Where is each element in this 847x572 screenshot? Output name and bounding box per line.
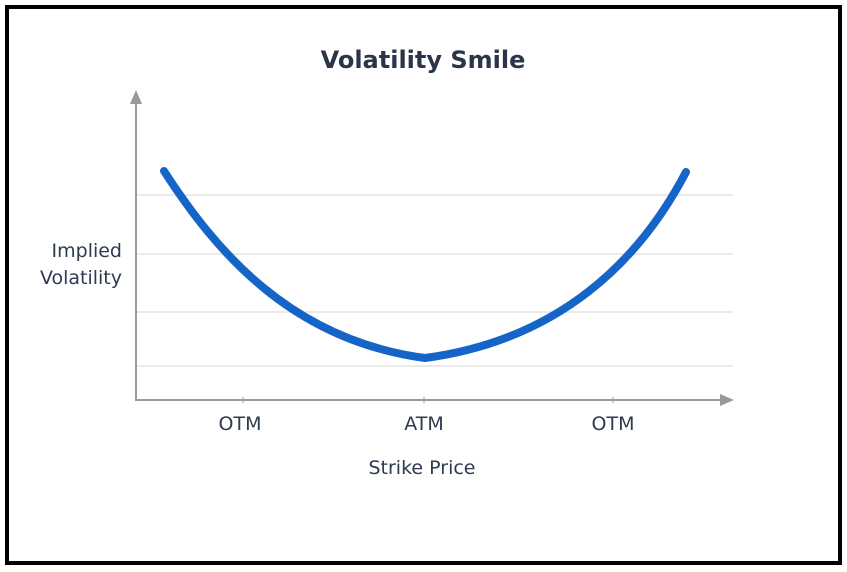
chart-frame [5,5,842,565]
y-axis [130,90,142,401]
y-axis-arrow-icon [130,90,142,104]
y-axis-title-line2: Volatility [40,267,122,289]
x-tick-label-otm-left: OTM [219,413,262,435]
x-axis [135,394,734,406]
x-tick-label-atm: ATM [404,413,444,435]
y-axis-title-line1: Implied [52,240,122,262]
x-axis-title: Strike Price [368,457,475,479]
gridlines [137,194,733,367]
volatility-smile-curve [160,167,690,363]
x-axis-arrow-icon [720,394,734,406]
x-tick-label-otm-right: OTM [592,413,635,435]
chart-title: Volatility Smile [321,46,526,74]
